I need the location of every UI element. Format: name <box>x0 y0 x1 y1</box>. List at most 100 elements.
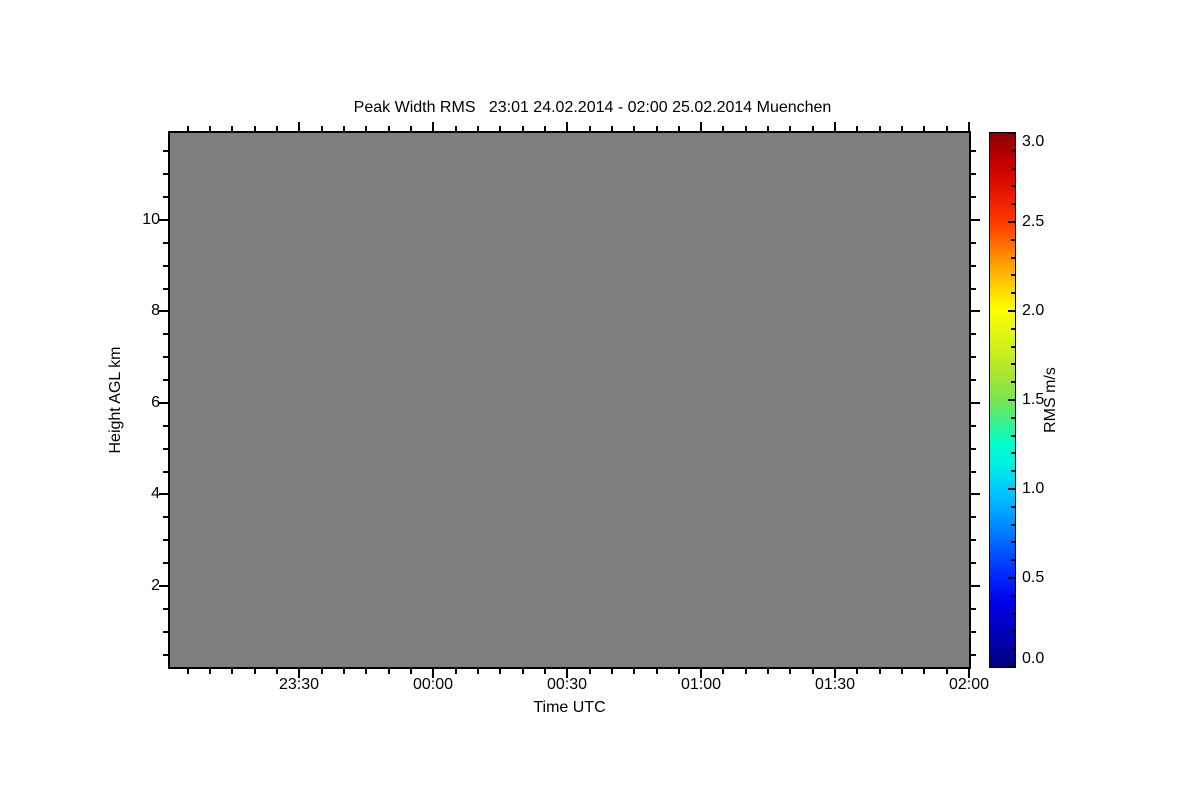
x-minor-tick-top <box>901 126 903 131</box>
x-minor-tick-top <box>946 126 948 131</box>
x-minor-tick-top <box>477 126 479 131</box>
x-minor-tick-top <box>321 126 323 131</box>
x-minor-tick-top <box>722 126 724 131</box>
y-major-tick-right <box>971 402 980 404</box>
colorbar-minor-tick <box>1011 203 1015 205</box>
colorbar-minor-tick <box>1011 274 1015 276</box>
x-minor-tick-top <box>388 126 390 131</box>
y-minor-tick <box>163 516 168 518</box>
x-minor-tick <box>365 669 367 674</box>
y-minor-tick-right <box>971 654 976 656</box>
colorbar-major-tick <box>1008 132 1015 134</box>
y-major-tick <box>159 310 168 312</box>
colorbar-major-tick <box>1008 310 1015 312</box>
colorbar-minor-tick <box>1011 613 1015 615</box>
chart-title: Peak Width RMS 23:01 24.02.2014 - 02:00 … <box>353 99 832 116</box>
y-minor-tick <box>163 379 168 381</box>
x-minor-tick-top <box>343 126 345 131</box>
y-minor-tick <box>163 288 168 290</box>
colorbar-minor-tick <box>1011 185 1015 187</box>
y-major-tick-right <box>971 219 980 221</box>
x-minor-tick <box>522 669 524 674</box>
x-minor-tick-top <box>923 126 925 131</box>
colorbar-major-tick <box>1008 221 1015 223</box>
x-minor-tick-top <box>678 126 680 131</box>
colorbar-minor-tick <box>1011 346 1015 348</box>
y-major-tick <box>159 585 168 587</box>
y-minor-tick <box>163 471 168 473</box>
y-minor-tick-right <box>971 471 976 473</box>
colorbar-minor-tick <box>1011 239 1015 241</box>
colorbar-minor-tick <box>1011 524 1015 526</box>
x-tick-label: 02:00 <box>948 676 990 693</box>
y-minor-tick-right <box>971 425 976 427</box>
colorbar-minor-tick <box>1011 506 1015 508</box>
colorbar-tick-label: 1.0 <box>1022 480 1045 497</box>
x-minor-tick-top <box>789 126 791 131</box>
y-minor-tick-right <box>971 631 976 633</box>
x-minor-tick-top <box>879 126 881 131</box>
y-minor-tick <box>163 448 168 450</box>
y-minor-tick-right <box>971 196 976 198</box>
x-minor-tick <box>722 669 724 674</box>
x-minor-tick <box>321 669 323 674</box>
x-minor-tick <box>209 669 211 674</box>
x-minor-tick <box>410 669 412 674</box>
x-minor-tick <box>633 669 635 674</box>
x-minor-tick <box>901 669 903 674</box>
x-minor-tick <box>388 669 390 674</box>
y-minor-tick <box>163 654 168 656</box>
colorbar-major-tick <box>1008 488 1015 490</box>
plot-area <box>168 131 971 669</box>
y-minor-tick <box>163 562 168 564</box>
x-axis-label: Time UTC <box>533 699 606 716</box>
x-major-tick <box>432 669 434 678</box>
x-major-tick <box>700 669 702 678</box>
x-minor-tick <box>611 669 613 674</box>
x-minor-tick-top <box>209 126 211 131</box>
colorbar-minor-tick <box>1011 150 1015 152</box>
x-minor-tick-top <box>633 126 635 131</box>
x-minor-tick <box>455 669 457 674</box>
colorbar-major-tick <box>1008 577 1015 579</box>
x-minor-tick <box>767 669 769 674</box>
x-major-tick-top <box>298 122 300 131</box>
x-minor-tick-top <box>589 126 591 131</box>
y-minor-tick <box>163 539 168 541</box>
x-minor-tick-top <box>276 126 278 131</box>
y-tick-label: 4 <box>151 485 160 502</box>
y-minor-tick-right <box>971 150 976 152</box>
colorbar-minor-tick <box>1011 648 1015 650</box>
colorbar-minor-tick <box>1011 630 1015 632</box>
x-major-tick-top <box>700 122 702 131</box>
x-minor-tick <box>231 669 233 674</box>
x-major-tick-top <box>834 122 836 131</box>
x-minor-tick-top <box>767 126 769 131</box>
colorbar-tick-label: 2.0 <box>1022 302 1045 319</box>
y-minor-tick-right <box>971 608 976 610</box>
y-minor-tick-right <box>971 288 976 290</box>
colorbar-tick-label: 1.5 <box>1022 391 1045 408</box>
y-minor-tick <box>163 173 168 175</box>
colorbar-minor-tick <box>1011 257 1015 259</box>
colorbar-minor-tick <box>1011 363 1015 365</box>
colorbar-minor-tick <box>1011 595 1015 597</box>
colorbar-major-tick <box>1008 399 1015 401</box>
colorbar-minor-tick <box>1011 417 1015 419</box>
x-minor-tick <box>343 669 345 674</box>
x-major-tick-top <box>968 122 970 131</box>
y-minor-tick <box>163 196 168 198</box>
x-tick-label: 00:30 <box>546 676 588 693</box>
y-minor-tick <box>163 265 168 267</box>
y-minor-tick <box>163 242 168 244</box>
y-major-tick-right <box>971 585 980 587</box>
y-tick-label: 8 <box>151 302 160 319</box>
colorbar-tick-label: 2.5 <box>1022 213 1045 230</box>
y-major-tick-right <box>971 493 980 495</box>
y-minor-tick-right <box>971 562 976 564</box>
y-minor-tick-right <box>971 379 976 381</box>
x-minor-tick <box>276 669 278 674</box>
x-tick-label: 01:00 <box>680 676 722 693</box>
x-minor-tick <box>745 669 747 674</box>
y-minor-tick <box>163 631 168 633</box>
